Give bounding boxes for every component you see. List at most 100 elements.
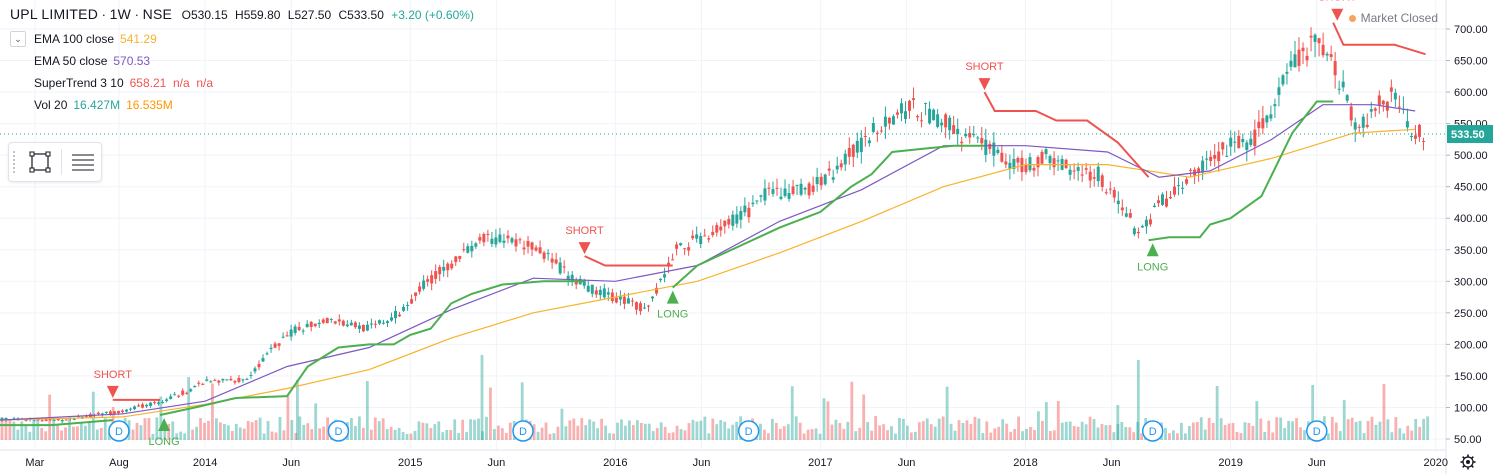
candle-body [646,305,650,307]
candle-body [514,239,518,247]
legend-ema50[interactable]: EMA 50 close 570.53 [10,50,213,72]
volume-bar [1275,417,1279,440]
candle-body [1377,95,1381,106]
candle-body [622,296,626,304]
candle-body [1245,142,1249,150]
volume-bar [1100,423,1104,440]
candle-body [827,168,831,171]
candle-body [1409,136,1413,138]
volume-bar [921,421,925,440]
price-tick-label: 50.00 [1454,434,1482,446]
volume-bar [175,433,179,440]
volume-bar [1382,384,1386,440]
volume-bar [361,427,365,440]
volume-bar [604,425,607,440]
candle-body [385,321,389,324]
legend-value-ma: 16.535M [126,98,173,112]
volume-bar [647,423,651,440]
candle-body [145,404,149,407]
volume-bar [44,431,48,440]
volume-bar [1179,422,1183,440]
volume-bar [1247,423,1251,440]
volume-bar [1199,417,1203,440]
chevron-down-icon[interactable]: ⌄ [10,31,26,47]
volume-bar [846,421,850,440]
volume-bar [1037,411,1040,440]
volume-bar [1354,421,1358,440]
volume-bar [790,386,794,440]
candle-body [1405,121,1409,128]
candle-body [803,187,807,190]
volume-bar [1064,421,1068,440]
interval-label[interactable]: 1W [109,6,132,22]
candle-body [269,347,273,350]
volume-bar [1251,425,1255,440]
candle-body [390,317,394,321]
candle-body [735,214,739,224]
candle-body [478,237,482,241]
volume-bar [461,419,465,440]
candle-body [1225,155,1229,157]
candle-body [1076,167,1080,171]
volume-bar [890,426,893,440]
volume-bar [1338,431,1342,440]
candle-body [920,120,924,122]
volume-bar [270,431,274,440]
candle-body [161,402,165,404]
candle-body [843,153,847,165]
symbol-name[interactable]: UPL LIMITED [10,6,99,22]
dividend-event-badge [737,420,760,442]
candle-body [1104,192,1108,194]
volume-bar [909,432,913,440]
legend-supertrend[interactable]: SuperTrend 3 10 658.21 n/a n/a [10,72,213,94]
horizontal-lines-icon[interactable] [68,147,98,177]
candle-body [1052,158,1056,168]
volume-bar [898,417,901,440]
volume-bar [1350,417,1354,440]
legend-value: 541.29 [120,32,157,46]
dividend-event-label: D [745,426,753,438]
volume-bar [814,428,818,440]
candle-body [365,324,369,331]
candle-body [980,138,984,144]
volume-bar [707,433,711,440]
short-signal-label: SHORT [94,369,133,381]
candle-body [630,300,634,302]
volume-bar [798,422,802,440]
candle-body [1361,116,1365,128]
candle-body [1273,104,1277,107]
candle-body [675,244,679,249]
volume-bar [1084,424,1088,440]
drag-handle[interactable] [13,151,19,173]
volume-bar [830,424,834,440]
candle-body [526,240,530,247]
candle-body [56,418,60,421]
volume-bar [763,429,766,440]
candle-body [112,411,116,414]
candle-body [1100,175,1104,187]
settings-gear-icon[interactable] [1460,454,1476,470]
candle-body [823,174,827,185]
dividend-event-badge [512,420,534,442]
candle-body [1177,185,1181,187]
candle-body [482,233,486,243]
volume-bar [76,426,79,440]
volume-bar [687,423,691,440]
supertrend-up-line [672,144,985,289]
volume-bar [544,422,548,440]
volume-bar [139,425,143,440]
volume-bar [1410,430,1414,440]
volume-bar [1052,430,1056,440]
candle-body [434,271,438,279]
legend-ema100[interactable]: ⌄ EMA 100 close 541.29 [10,28,213,50]
candle-body [1112,189,1116,198]
legend-volume[interactable]: Vol 20 16.427M 16.535M [10,94,213,116]
candle-body [1293,54,1297,68]
last-price-label: 533.50 [1451,129,1485,141]
volume-bar [651,431,655,440]
volume-bar [500,428,504,440]
volume-bar [1215,385,1219,440]
candle-body [594,290,598,295]
rectangle-tool-icon[interactable] [25,147,55,177]
